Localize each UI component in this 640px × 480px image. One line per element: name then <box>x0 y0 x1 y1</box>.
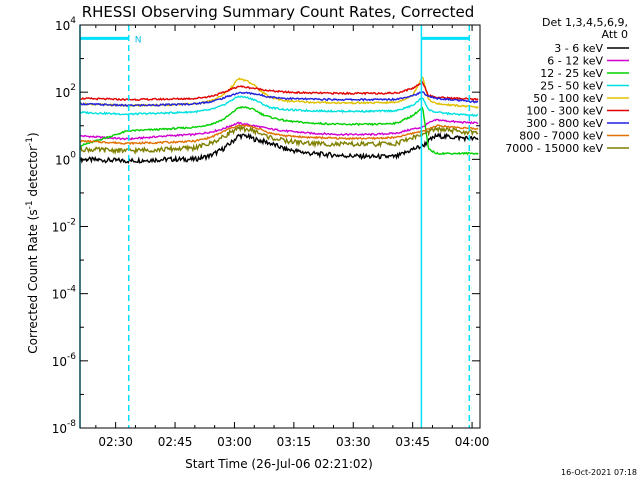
series-line-8 <box>79 124 479 146</box>
legend-header-line-1: Att 0 <box>602 28 628 41</box>
legend-label-2: 6 - 12 keV <box>547 55 603 68</box>
series-line-1 <box>79 131 479 164</box>
x-tick-label-6: 04:00 <box>455 435 490 449</box>
x-tick-label-4: 03:30 <box>336 435 371 449</box>
legend-label-6: 100 - 300 keV <box>526 105 603 118</box>
x-tick-label-2: 03:00 <box>217 435 252 449</box>
x-tick-label-0: 02:30 <box>98 435 133 449</box>
legend-label-5: 50 - 100 keV <box>533 92 603 105</box>
series-line-3 <box>79 106 479 156</box>
series-layer <box>79 76 479 164</box>
generation-timestamp: 16-Oct-2021 07:18 <box>561 468 637 477</box>
plot-frame <box>79 24 481 429</box>
y-axis-label: Corrected Count Rate (s-1 detector-1) <box>25 132 40 353</box>
legend-header: Det 1,3,4,5,6,9,Att 0 <box>542 16 628 41</box>
series-line-9 <box>79 124 479 155</box>
series-line-7 <box>79 91 479 108</box>
legend-label-1: 3 - 6 keV <box>554 42 603 55</box>
chart-title: RHESSI Observing Summary Count Rates, Co… <box>82 3 475 21</box>
x-axis-label: Start Time (26-Jul-06 02:21:02) <box>185 457 373 471</box>
y-tick-label-6: 10-8 <box>52 419 77 436</box>
y-tick-label-0: 104 <box>55 16 76 33</box>
legend-header-line-0: Det 1,3,4,5,6,9, <box>542 16 628 29</box>
plot-area: N 02:30 02:45 03:00 03:15 03:30 03:45 04:00 10… <box>52 16 490 449</box>
legend-label-8: 800 - 7000 keV <box>519 130 603 143</box>
legend-label-7: 300 - 800 keV <box>526 117 603 130</box>
night-layer: N <box>79 25 471 428</box>
legend-label-9: 7000 - 15000 keV <box>505 142 603 155</box>
series-line-2 <box>79 118 479 141</box>
series-line-6 <box>79 80 479 102</box>
legend-label-4: 25 - 50 keV <box>540 80 603 93</box>
y-tick-label-2: 100 <box>55 150 76 167</box>
series-line-4 <box>79 95 479 118</box>
x-tick-label-1: 02:45 <box>158 435 193 449</box>
x-tick-label-5: 03:45 <box>395 435 430 449</box>
y-tick-label-4: 10-4 <box>52 285 77 302</box>
y-tick-label-1: 102 <box>55 83 76 100</box>
x-axis-ticks: 02:30 02:45 03:00 03:15 03:30 03:45 04:00 <box>95 25 490 449</box>
x-tick-label-3: 03:15 <box>277 435 312 449</box>
y-tick-label-3: 10-2 <box>52 218 76 235</box>
y-tick-label-5: 10-6 <box>52 352 77 369</box>
y-axis-ticks: 104 102 100 10-2 10-4 10-6 10-8 <box>52 16 480 436</box>
legend-label-3: 12 - 25 keV <box>540 67 603 80</box>
night-annotation: N <box>135 35 142 45</box>
